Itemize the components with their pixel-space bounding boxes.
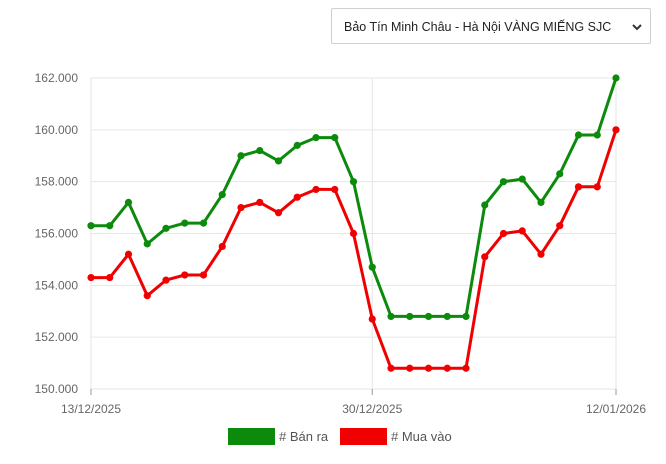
data-point-buy[interactable] — [331, 185, 339, 194]
data-point-buy[interactable] — [256, 198, 264, 206]
data-point-sell[interactable] — [424, 312, 433, 321]
data-point-buy[interactable] — [274, 209, 283, 217]
data-point-buy[interactable] — [406, 364, 414, 372]
data-point-sell[interactable] — [237, 152, 245, 160]
data-point-buy[interactable] — [312, 185, 320, 194]
x-tick-label: 13/12/2025 — [61, 402, 121, 416]
legend-label-sell: # Bán ra — [279, 429, 329, 444]
data-point-sell[interactable] — [312, 134, 320, 142]
data-point-sell[interactable] — [181, 219, 189, 227]
legend-swatch-sell — [228, 428, 275, 445]
y-tick-label: 154.000 — [35, 278, 79, 292]
legend-label-buy: # Mua vào — [391, 429, 452, 444]
data-point-buy[interactable] — [181, 271, 189, 279]
x-tick-label: 12/01/2026 — [586, 402, 646, 416]
data-point-sell[interactable] — [143, 240, 151, 248]
legend-item-buy[interactable]: # Mua vào — [340, 428, 452, 445]
data-point-sell[interactable] — [574, 131, 583, 139]
data-point-buy[interactable] — [556, 222, 564, 230]
data-point-buy[interactable] — [499, 229, 508, 238]
data-point-buy[interactable] — [387, 364, 395, 372]
data-point-sell[interactable] — [199, 219, 208, 227]
data-point-buy[interactable] — [162, 276, 170, 284]
data-point-sell[interactable] — [462, 312, 470, 321]
data-point-sell[interactable] — [499, 178, 508, 186]
y-tick-label: 150.000 — [35, 382, 79, 396]
y-tick-label: 158.000 — [35, 175, 79, 189]
data-point-buy[interactable] — [349, 229, 358, 238]
chevron-down-icon — [632, 24, 642, 31]
data-point-buy[interactable] — [293, 193, 301, 201]
data-point-buy[interactable] — [462, 364, 470, 372]
data-point-buy[interactable] — [143, 292, 151, 300]
data-point-sell[interactable] — [331, 134, 339, 142]
series-layer — [87, 74, 620, 372]
series-line-buy — [89, 128, 618, 370]
series-line-sell — [89, 76, 618, 318]
data-point-buy[interactable] — [518, 227, 526, 235]
y-tick-label: 160.000 — [35, 123, 79, 137]
x-tick-label: 30/12/2025 — [342, 402, 402, 416]
grid-layer — [90, 77, 617, 390]
data-point-buy[interactable] — [593, 183, 601, 191]
data-point-buy[interactable] — [106, 273, 114, 282]
product-select[interactable]: Bảo Tín Minh Châu - Hà Nội VÀNG MIẾNG SJ… — [331, 8, 651, 44]
data-point-buy[interactable] — [443, 364, 451, 372]
data-point-buy[interactable] — [218, 242, 226, 251]
data-point-sell[interactable] — [556, 170, 564, 178]
data-point-sell[interactable] — [481, 201, 489, 209]
data-point-sell[interactable] — [162, 224, 170, 232]
data-point-buy[interactable] — [574, 183, 583, 191]
data-point-sell[interactable] — [593, 131, 601, 139]
data-point-buy[interactable] — [424, 364, 433, 372]
data-point-buy[interactable] — [612, 126, 620, 134]
legend-item-sell[interactable]: # Bán ra — [228, 428, 328, 445]
data-point-sell[interactable] — [256, 146, 264, 155]
data-point-sell[interactable] — [387, 312, 395, 321]
data-point-buy[interactable] — [537, 250, 545, 258]
data-point-buy[interactable] — [199, 271, 208, 279]
data-point-sell[interactable] — [518, 175, 526, 183]
data-point-sell[interactable] — [368, 263, 376, 271]
data-point-buy[interactable] — [368, 315, 376, 323]
data-point-sell[interactable] — [406, 312, 414, 321]
data-point-sell[interactable] — [106, 222, 114, 230]
y-tick-label: 156.000 — [35, 227, 79, 241]
legend-swatch-buy — [340, 428, 387, 445]
data-point-sell[interactable] — [124, 198, 133, 206]
data-point-sell[interactable] — [87, 222, 95, 230]
data-point-sell[interactable] — [537, 198, 545, 206]
data-point-sell[interactable] — [443, 312, 451, 321]
data-point-sell[interactable] — [293, 141, 301, 149]
axis-layer: 150.000 152.000 154.000 156.000 158.000 160.0… — [35, 71, 647, 416]
y-tick-label: 152.000 — [35, 330, 79, 344]
chart-legend: # Bán ra # Mua vào — [0, 428, 666, 450]
data-point-buy[interactable] — [237, 203, 245, 212]
y-tick-label: 162.000 — [35, 71, 79, 85]
product-select-value: Bảo Tín Minh Châu - Hà Nội VÀNG MIẾNG SJ… — [344, 20, 612, 34]
data-point-buy[interactable] — [87, 273, 95, 282]
data-point-buy[interactable] — [124, 250, 133, 258]
data-point-buy[interactable] — [481, 253, 489, 261]
data-point-sell[interactable] — [612, 74, 620, 82]
data-point-sell[interactable] — [349, 178, 358, 186]
data-point-sell[interactable] — [274, 157, 283, 165]
data-point-sell[interactable] — [218, 191, 226, 199]
